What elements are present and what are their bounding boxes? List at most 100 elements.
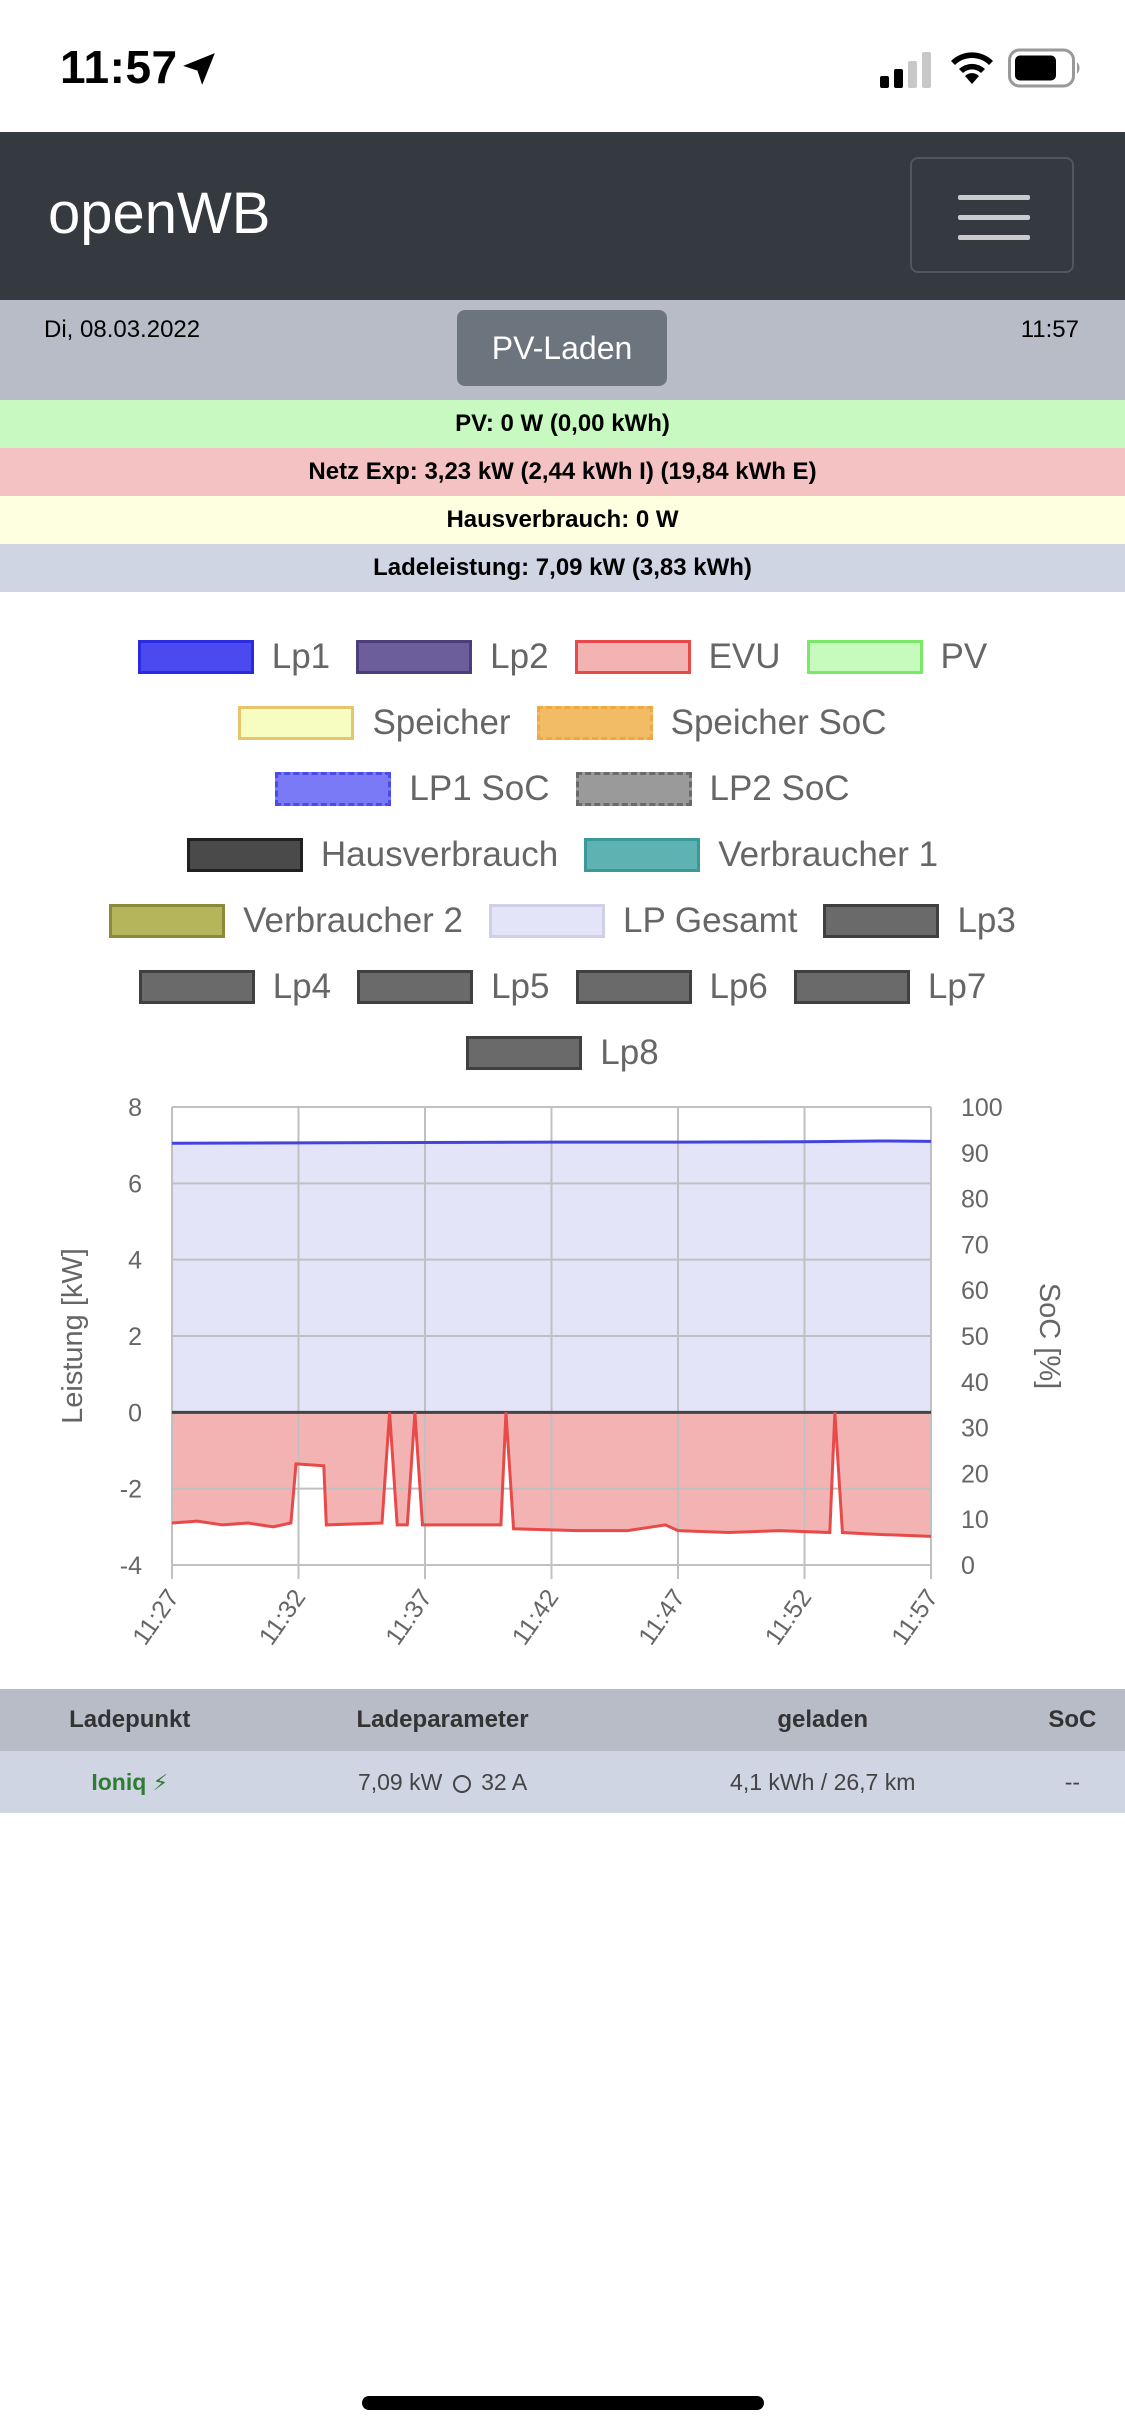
- legend-item[interactable]: PV: [806, 624, 988, 690]
- legend-swatch: [575, 772, 692, 806]
- menu-toggle-button[interactable]: [910, 157, 1074, 273]
- ladepunkt-cell[interactable]: Ioniq ⚡: [0, 1751, 260, 1813]
- x-tick-label: 11:52: [760, 1584, 818, 1650]
- series-line: [171, 1412, 932, 1538]
- legend-swatch: [793, 970, 910, 1004]
- legend-label: Lp1: [271, 637, 331, 676]
- legend-swatch: [489, 904, 606, 938]
- location-arrow-icon: [183, 53, 215, 85]
- charge-power: 7,09 kW: [357, 1768, 443, 1795]
- y2-tick-label: 50: [961, 1323, 989, 1351]
- status-bar: 11:57: [0, 0, 1125, 132]
- x-tick-label: 11:57: [886, 1584, 944, 1650]
- charge-mode-button[interactable]: PV-Laden: [457, 310, 667, 386]
- legend-swatch: [137, 640, 254, 674]
- legend-swatch: [275, 772, 392, 806]
- y2-tick-label: 60: [961, 1277, 989, 1305]
- legend-label: Hausverbrauch: [320, 835, 559, 874]
- y2-tick-label: 90: [961, 1140, 989, 1168]
- legend-item[interactable]: Lp5: [357, 954, 550, 1020]
- legend-label: Lp3: [957, 901, 1016, 940]
- legend-row: Hausverbrauch Verbraucher 1: [0, 822, 1125, 888]
- date-label: Di, 08.03.2022: [44, 316, 201, 343]
- legend-row: Lp4 Lp5 Lp6 Lp7: [0, 954, 1125, 1020]
- x-tick-label: 11:37: [380, 1584, 438, 1650]
- soc-cell: --: [1019, 1751, 1125, 1813]
- legend-label: LP2 SoC: [709, 769, 850, 808]
- brand-title[interactable]: openWB: [48, 181, 271, 246]
- legend-label: Verbraucher 1: [718, 835, 939, 874]
- y-tick-label: -4: [120, 1552, 142, 1580]
- plug-icon: ⚡: [152, 1769, 169, 1795]
- legend-item[interactable]: Lp3: [823, 888, 1016, 954]
- header-soc: SoC: [1019, 1689, 1125, 1751]
- legend-item[interactable]: Hausverbrauch: [186, 822, 559, 888]
- legend-item[interactable]: Lp7: [793, 954, 987, 1020]
- legend-item[interactable]: LP Gesamt: [489, 888, 797, 954]
- legend-swatch: [186, 838, 303, 872]
- x-tick-label: 11:32: [254, 1584, 312, 1650]
- legend-label: LP Gesamt: [623, 901, 798, 940]
- ladeleistung-stat: Ladeleistung: 7,09 kW (3,83 kWh): [0, 544, 1125, 592]
- y2-tick-label: 40: [961, 1369, 989, 1397]
- legend-item[interactable]: Lp4: [138, 954, 331, 1020]
- table-header-row: Ladepunkt Ladeparameter geladen SoC: [0, 1689, 1125, 1751]
- pv-stat: PV: 0 W (0,00 kWh): [0, 400, 1125, 448]
- legend-label: PV: [940, 637, 988, 676]
- y2-tick-label: 30: [961, 1415, 989, 1443]
- y-tick-label: -2: [120, 1476, 142, 1504]
- legend-swatch: [356, 640, 473, 674]
- info-row: Di, 08.03.2022 PV-Laden 11:57: [0, 300, 1125, 400]
- legend-row: LP1 SoC LP2 SoC: [0, 756, 1125, 822]
- legend-label: LP1 SoC: [409, 769, 550, 808]
- legend-item[interactable]: Lp8: [466, 1020, 659, 1086]
- legend-item[interactable]: Lp2: [356, 624, 549, 690]
- legend-label: Lp5: [491, 967, 550, 1006]
- ladepunkt-name[interactable]: Ioniq: [91, 1768, 147, 1795]
- ladepunkt-table: Ladepunkt Ladeparameter geladen SoC Ioni…: [0, 1689, 1125, 1813]
- x-tick-label: 11:42: [507, 1584, 565, 1650]
- status-time: 11:57: [60, 41, 178, 93]
- legend-swatch: [109, 904, 226, 938]
- legend-label: Verbraucher 2: [243, 901, 464, 940]
- y-tick-label: 8: [128, 1094, 142, 1122]
- legend-item[interactable]: LP2 SoC: [575, 756, 850, 822]
- legend-swatch: [466, 1036, 583, 1070]
- legend-swatch: [536, 706, 653, 740]
- legend-item[interactable]: Speicher SoC: [536, 690, 887, 756]
- legend-item[interactable]: EVU: [574, 624, 781, 690]
- table-row: Ioniq ⚡ 7,09 kW 32 A 4,1 kWh / 26,7 km -…: [0, 1751, 1125, 1813]
- legend-label: EVU: [708, 637, 781, 676]
- legend-item[interactable]: Lp6: [575, 954, 768, 1020]
- y2-tick-label: 80: [961, 1186, 989, 1214]
- y2-tick-label: 100: [961, 1094, 1003, 1122]
- legend-swatch: [575, 970, 692, 1004]
- legend-item[interactable]: Verbraucher 1: [584, 822, 938, 888]
- legend-item[interactable]: Verbraucher 2: [109, 888, 463, 954]
- legend-item[interactable]: Speicher: [238, 690, 511, 756]
- legend-label: Speicher SoC: [670, 703, 887, 742]
- header-geladen: geladen: [625, 1689, 1020, 1751]
- legend-item[interactable]: LP1 SoC: [275, 756, 550, 822]
- cellular-signal-icon: [880, 52, 931, 88]
- home-indicator[interactable]: [362, 2396, 764, 2410]
- y-tick-label: 0: [128, 1399, 142, 1427]
- legend-swatch: [823, 904, 940, 938]
- legend-row: Lp1 Lp2 EVU PV: [0, 624, 1125, 690]
- legend-row: Lp8: [0, 1020, 1125, 1086]
- legend-label: Lp7: [927, 967, 987, 1006]
- y2-axis-title: SoC [%]: [1033, 1283, 1065, 1389]
- legend-swatch: [574, 640, 691, 674]
- x-tick-label: 11:27: [127, 1584, 185, 1650]
- y2-tick-label: 10: [961, 1506, 989, 1534]
- navbar: openWB: [0, 132, 1125, 300]
- legend-row: Verbraucher 2 LP Gesamt Lp3: [0, 888, 1125, 954]
- geladen-cell: 4,1 kWh / 26,7 km: [625, 1751, 1020, 1813]
- y-tick-label: 2: [128, 1323, 142, 1351]
- x-tick-label: 11:47: [633, 1584, 691, 1650]
- legend-swatch: [238, 706, 355, 740]
- legend-item[interactable]: Lp1: [137, 624, 331, 690]
- legend-swatch: [806, 640, 923, 674]
- ladeparameter-cell: 7,09 kW 32 A: [259, 1751, 626, 1813]
